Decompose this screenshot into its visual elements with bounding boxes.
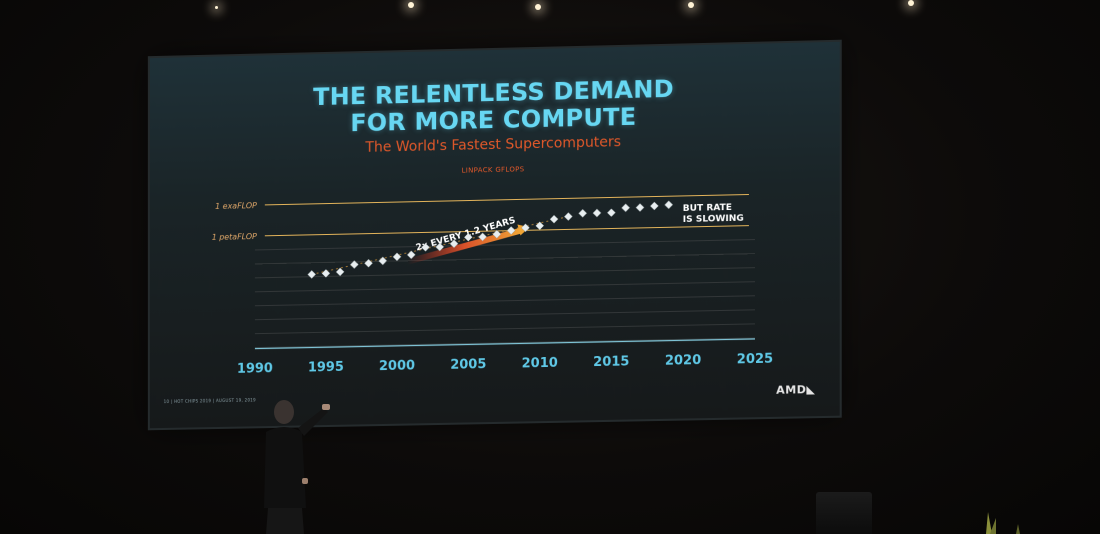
data-point: [665, 201, 673, 209]
x-tick-label: 2015: [593, 354, 629, 370]
grid-line: [255, 268, 755, 278]
data-point: [607, 209, 615, 217]
projection-screen: THE RELENTLESS DEMAND FOR MORE COMPUTE T…: [150, 42, 840, 428]
x-tick-label: 2005: [450, 357, 486, 373]
data-point: [622, 204, 630, 212]
stage-plant: [976, 506, 1022, 534]
data-point: [393, 253, 401, 261]
data-point: [365, 259, 373, 267]
x-tick-label: 1990: [237, 361, 273, 377]
callout-annotation-line: BUT RATE: [683, 203, 732, 214]
reference-line-label: 1 exaFLOP: [215, 201, 257, 211]
ceiling-light: [535, 4, 541, 10]
stage-podium: [816, 492, 872, 534]
grid-line: [255, 296, 755, 306]
data-point: [536, 222, 544, 230]
grid-line: [255, 240, 755, 250]
reference-line: [265, 195, 749, 205]
x-axis-line: [255, 339, 755, 349]
x-tick-label: 2010: [522, 356, 558, 372]
x-tick-label: 1995: [308, 360, 344, 376]
data-point: [636, 203, 644, 211]
grid-line: [255, 324, 755, 334]
amd-logo: AMD◣: [776, 383, 815, 397]
data-point: [550, 215, 558, 223]
x-tick-label: 2000: [379, 358, 415, 374]
ceiling-light: [215, 6, 218, 9]
grid-line: [255, 282, 755, 292]
data-point: [579, 209, 587, 217]
data-point: [564, 212, 572, 220]
presenter-silhouette: [244, 398, 334, 534]
supercomputer-chart: 1 exaFLOP 1 petaFLOP 1990 1995 2000 2005 2010 2…: [150, 42, 840, 428]
ceiling-light: [688, 2, 694, 8]
data-point: [650, 202, 658, 210]
data-point: [593, 209, 601, 217]
reference-line-label: 1 petaFLOP: [212, 232, 257, 242]
x-tick-label: 2020: [665, 353, 701, 369]
grid-line: [255, 338, 755, 348]
grid-line: [255, 310, 755, 320]
callout-annotation-line: IS SLOWING: [683, 214, 744, 225]
ceiling-light: [908, 0, 914, 6]
x-tick-label: 2025: [737, 352, 773, 368]
ceiling-light: [408, 2, 414, 8]
grid-line: [255, 254, 755, 264]
data-point: [308, 270, 316, 278]
